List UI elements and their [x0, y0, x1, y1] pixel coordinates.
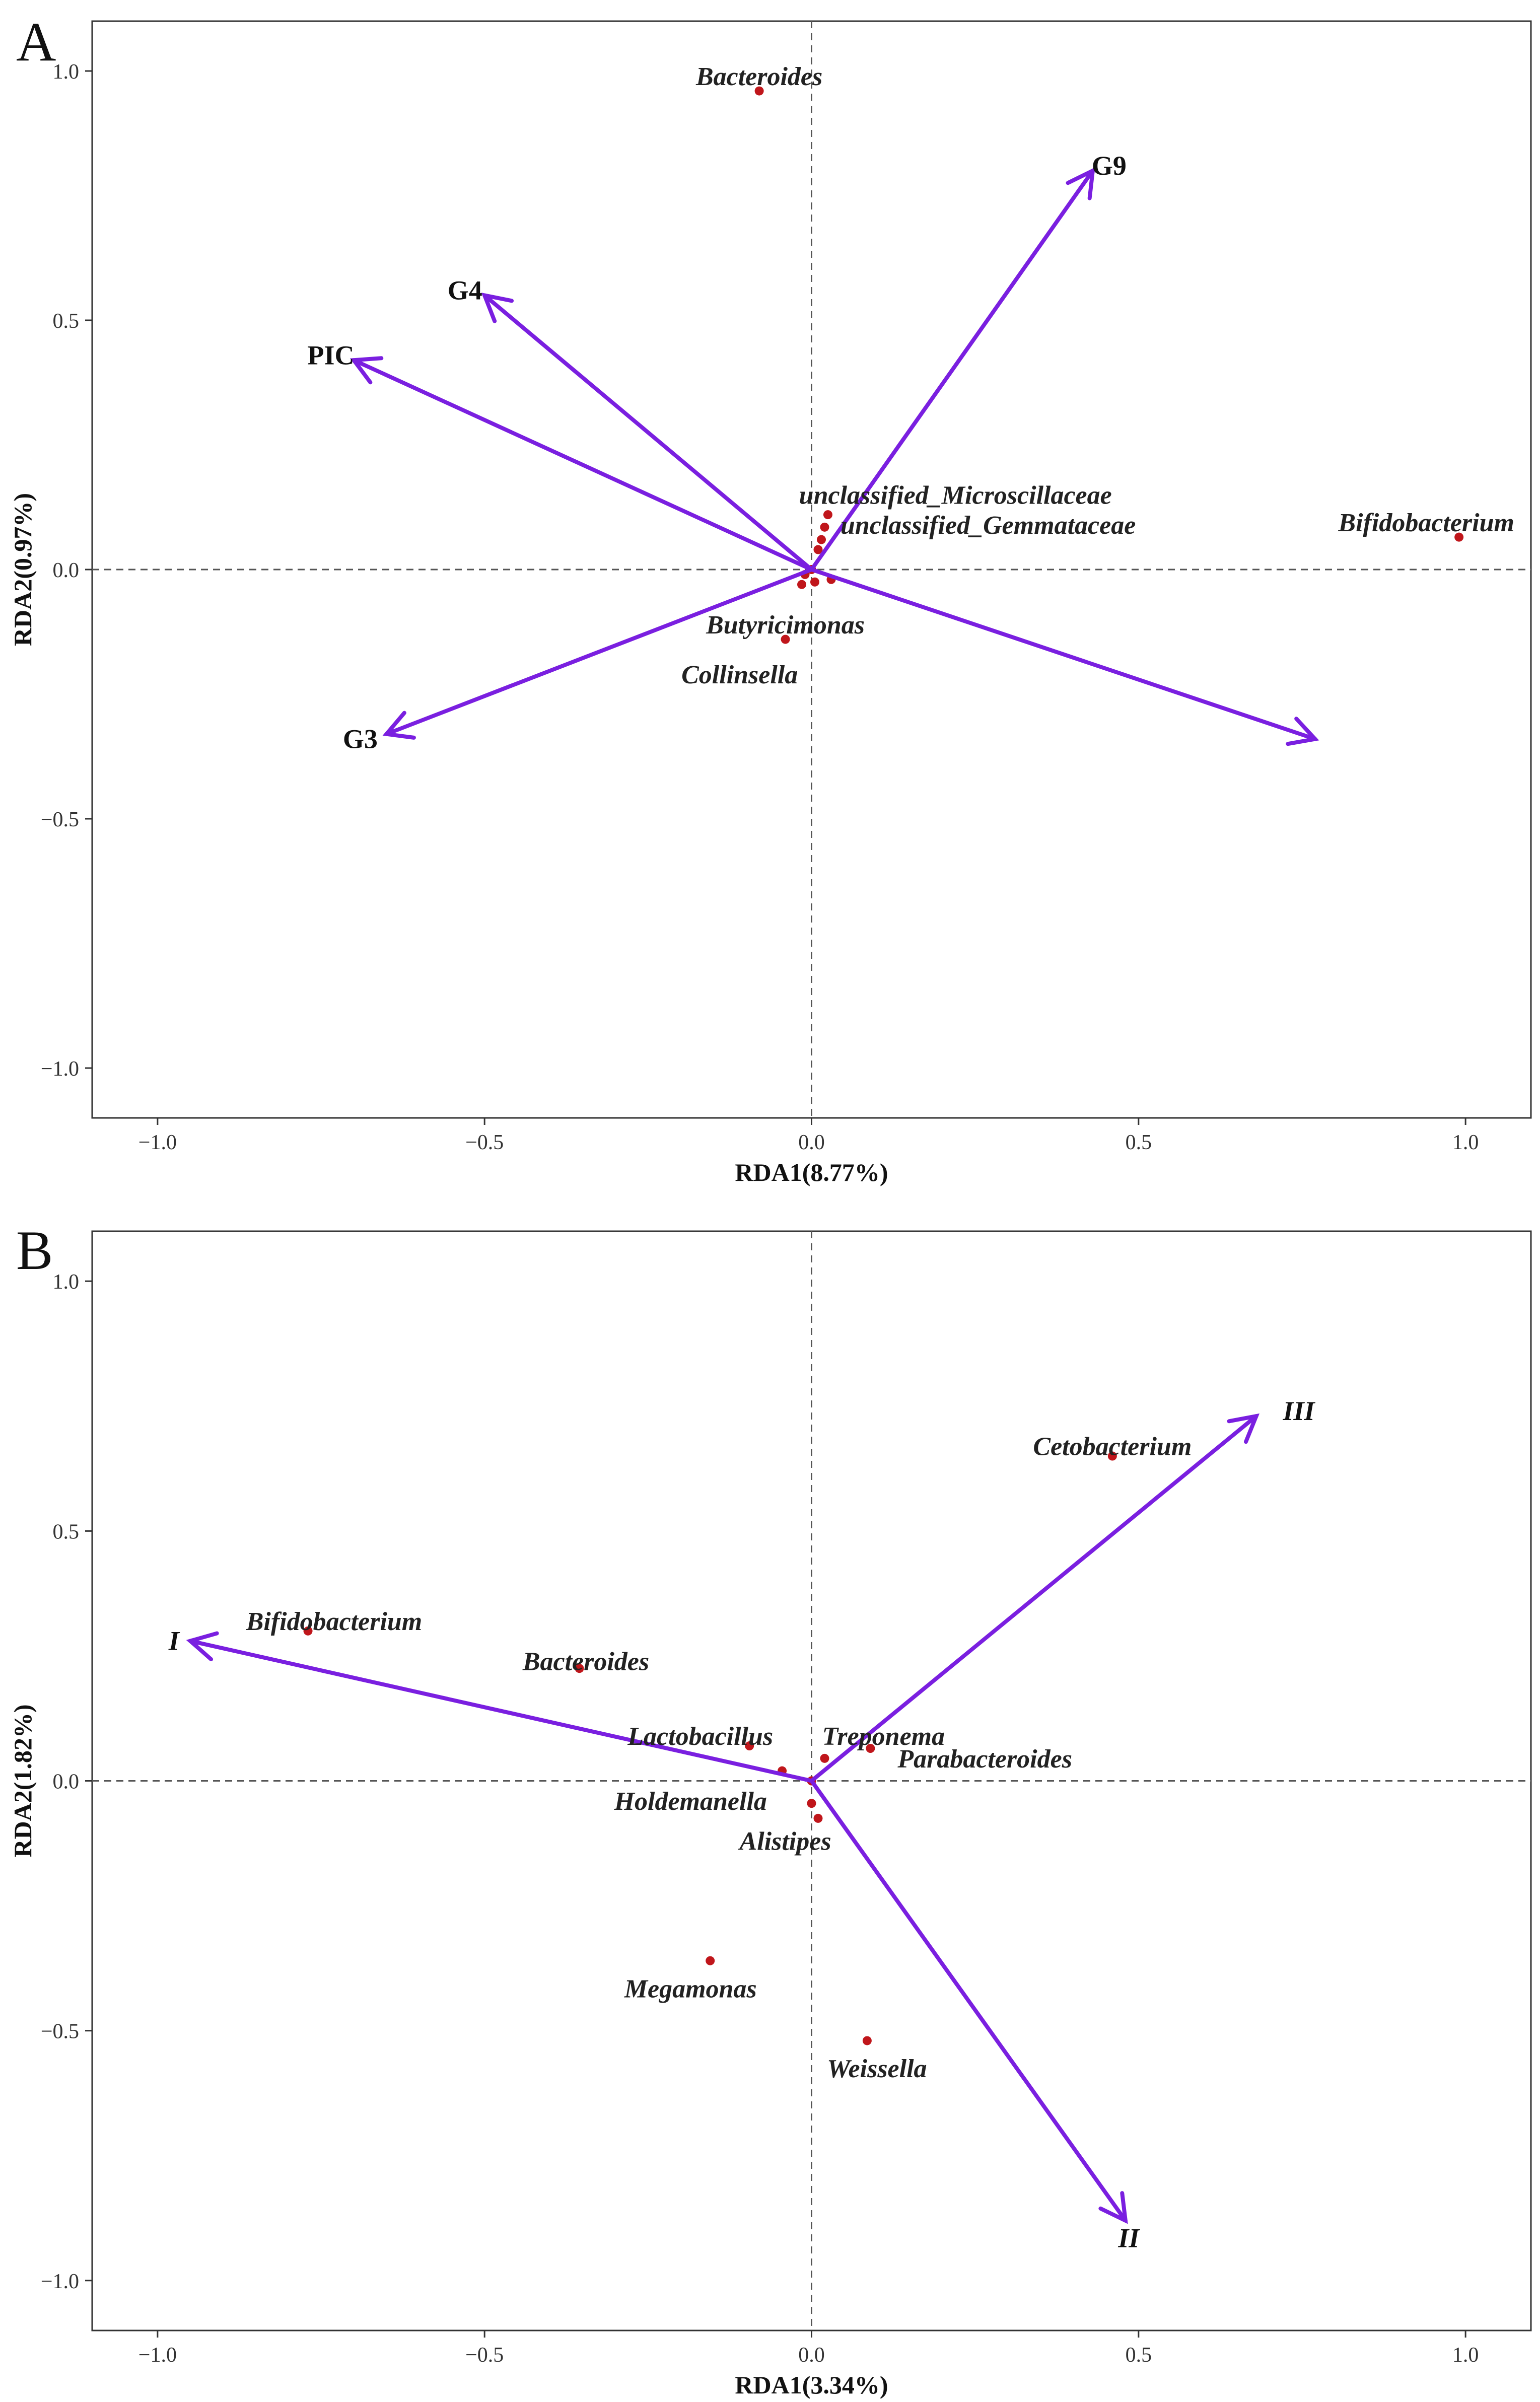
taxon-label-butyricimonas: Butyricimonas [706, 611, 865, 640]
env-arrow-g9 [809, 167, 1095, 572]
panel-letter: B [16, 1220, 53, 1281]
arrow-shaft [809, 169, 1095, 572]
y-tick-label: 1.0 [53, 60, 80, 84]
taxon-point-unclassified-gemmataceae [820, 522, 829, 532]
taxon-label-bacteroides: Bacteroides [522, 1647, 649, 1676]
env-arrow-ii [809, 1779, 1128, 2224]
x-tick-label: 1.0 [1452, 1131, 1479, 1154]
x-tick-label: 0.0 [798, 2344, 825, 2367]
taxon-label-holdemanella: Holdemanella [614, 1787, 767, 1816]
env-label-i: I [168, 1626, 180, 1656]
arrowhead [349, 356, 384, 385]
taxon-label-parabacteroides: Parabacteroides [897, 1745, 1072, 1774]
arrowhead [481, 293, 514, 323]
x-tick-label: 1.0 [1452, 2344, 1479, 2367]
arrow-shaft [384, 568, 814, 736]
taxon-point-unclassified-microscillaceae [823, 510, 832, 520]
y-tick-label: 0.5 [53, 1520, 80, 1543]
panel-b: B −1.0 −0.5 0.0 0.5 1.0 −1.0 −0.5 0.0 0.5 1.0 RDA1(… [9, 1220, 1532, 2399]
x-tick-label: −0.5 [465, 2344, 504, 2367]
env-arrow-pic [349, 356, 814, 572]
env-arrow-g3 [382, 568, 814, 740]
y-tick-label: 0.5 [53, 310, 80, 333]
y-tick-label: 0.0 [53, 1771, 80, 1794]
x-axis-label: RDA1(8.77%) [735, 1158, 888, 1186]
arrow-shaft [809, 1779, 1128, 2223]
arrowhead [382, 711, 416, 740]
taxon-label-bacteroides: Bacteroides [695, 62, 822, 91]
env-arrow-iii [809, 1413, 1260, 1783]
taxon-label-treponema: Treponema [822, 1722, 945, 1751]
taxon-point [797, 580, 807, 589]
taxon-label-weissella: Weissella [827, 2055, 927, 2083]
taxon-point-bacteroides [754, 86, 764, 96]
arrow-shaft [809, 1414, 1258, 1783]
arrow-shaft [482, 293, 814, 572]
taxon-label-unclassified-gemmataceae: unclassified_Gemmataceae [841, 511, 1136, 540]
env-arrow-i [186, 1631, 814, 1783]
env-arrow [809, 568, 1319, 746]
env-label-ii: II [1117, 2223, 1140, 2253]
taxon-point-bifidobacterium [303, 1626, 313, 1636]
x-tick-label: 0.0 [798, 1131, 825, 1154]
taxon-point-parabacteroides [866, 1744, 875, 1753]
y-tick-label: −0.5 [41, 808, 79, 831]
arrowhead [1286, 717, 1319, 746]
env-arrow-g4 [481, 293, 814, 572]
y-tick-label: −0.5 [41, 2020, 79, 2043]
env-label-iii: III [1282, 1396, 1315, 1426]
taxon-point-weissella [862, 2036, 872, 2045]
taxon-label-collinsella: Collinsella [681, 661, 798, 689]
taxon-point [813, 545, 823, 554]
taxon-point-holdemanella [807, 1799, 816, 1808]
env-label-g4: G4 [448, 275, 482, 306]
arrow-shaft [188, 1639, 814, 1783]
x-tick-label: −1.0 [138, 2344, 177, 2367]
arrowhead [1227, 1413, 1260, 1444]
taxon-point-bifidobacterium [1454, 532, 1464, 542]
y-tick-label: −1.0 [41, 2270, 79, 2293]
taxon-point-alistipes [813, 1813, 823, 1823]
taxon-point-lactobacillus [745, 1741, 754, 1751]
taxon-point-cetobacterium [1107, 1451, 1117, 1461]
panel-letter: A [16, 11, 56, 73]
y-tick-label: 1.0 [53, 1270, 80, 1294]
y-axis-label: RDA2(0.97%) [9, 493, 37, 646]
taxon-label-megamonas: Megamonas [624, 1974, 757, 2003]
taxon-point-treponema [820, 1753, 829, 1763]
arrowhead [1066, 167, 1095, 200]
y-tick-label: 0.0 [53, 559, 80, 582]
y-axis-label: RDA2(1.82%) [9, 1704, 37, 1857]
taxon-label-lactobacillus: Lactobacillus [627, 1722, 773, 1751]
arrowhead [1098, 2191, 1128, 2224]
env-label-g9: G9 [1092, 151, 1127, 181]
y-tick-label: −1.0 [41, 1057, 79, 1081]
panel-a: A −1.0 −0.5 0.0 0.5 1.0 −1.0 −0.5 0.0 0.5 1.0 RDA1(… [9, 11, 1532, 1186]
env-label-g3: G3 [343, 724, 378, 754]
x-tick-label: 0.5 [1126, 2344, 1152, 2367]
x-tick-label: 0.5 [1126, 1131, 1152, 1154]
env-label-pic: PIC [308, 340, 355, 370]
x-tick-label: −1.0 [138, 1131, 177, 1154]
x-axis-label: RDA1(3.34%) [735, 2371, 888, 2399]
taxon-point-megamonas [706, 1956, 715, 1965]
taxon-label-bifidobacterium: Bifidobacterium [246, 1607, 423, 1636]
taxon-label-cetobacterium: Cetobacterium [1033, 1433, 1192, 1461]
arrowhead [186, 1631, 219, 1661]
taxon-label-bifidobacterium: Bifidobacterium [1338, 509, 1514, 537]
taxon-label-unclassified-microscillaceae: unclassified_Microscillaceae [799, 481, 1112, 510]
arrow-shaft [352, 358, 814, 572]
arrow-shaft [809, 568, 1317, 741]
x-tick-label: −0.5 [465, 1131, 504, 1154]
taxon-point [816, 535, 826, 544]
taxon-point-bacteroides [575, 1664, 584, 1673]
taxon-point [810, 577, 819, 587]
taxon-label-alistipes: Alistipes [738, 1827, 831, 1856]
taxon-point-collinsella [781, 634, 790, 644]
